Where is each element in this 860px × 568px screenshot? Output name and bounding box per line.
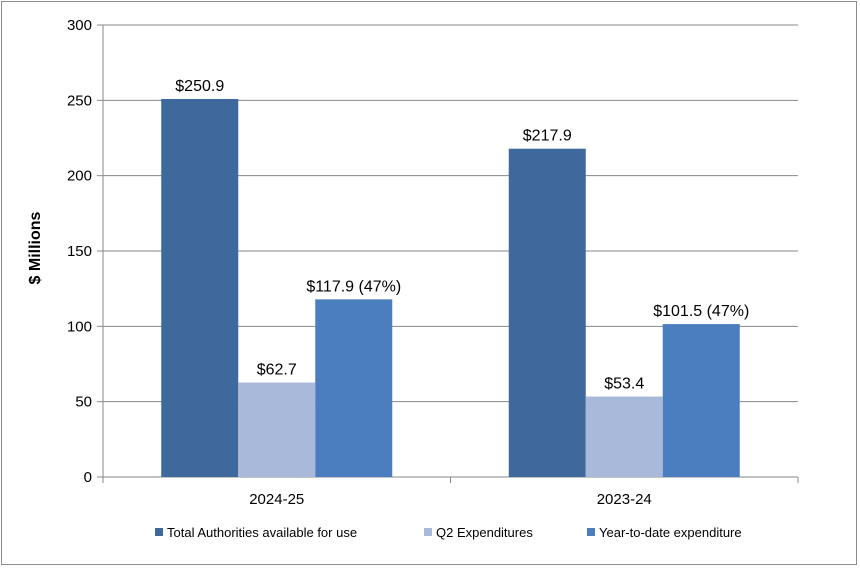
y-axis-title: $ Millions [27,211,44,284]
x-category-label: 2023-24 [597,491,652,508]
legend-item: Total Authorities available for use [155,525,357,540]
legend: Total Authorities available for use Q2 Ex… [155,525,742,540]
y-tick-label: 50 [75,394,92,411]
legend-swatch [424,528,432,536]
x-category-label: 2024-25 [249,491,304,508]
data-labels: $250.9 $62.7 $117.9 (47%) $217.9 $53.4 $101.5… [175,78,749,393]
data-label: $62.7 [257,362,297,379]
data-label: $250.9 [175,78,224,95]
legend-swatch [587,528,595,536]
bars [161,98,740,478]
y-tick-label: 150 [67,243,92,260]
axes: 0 50 100 150 200 250 300 2024-25 2023-24 [67,17,799,508]
bar [238,382,316,477]
y-tick-label: 200 [67,168,92,185]
bar [585,396,663,477]
legend-item: Year-to-date expenditure [587,525,742,540]
legend-label: Q2 Expenditures [436,525,533,540]
data-label: $53.4 [604,376,644,393]
legend-label: Total Authorities available for use [167,525,357,540]
data-label: $217.9 [523,128,572,145]
data-label: $117.9 (47%) [306,278,401,295]
bar [161,98,239,478]
legend-item: Q2 Expenditures [424,525,533,540]
bar [662,324,740,477]
bar [508,148,586,477]
y-tick-label: 250 [67,92,92,109]
y-tick-label: 100 [67,318,92,335]
legend-swatch [155,528,163,536]
y-tick-label: 0 [84,469,92,486]
legend-label: Year-to-date expenditure [599,525,742,540]
y-tick-label: 300 [67,17,92,34]
bar [315,299,393,477]
data-label: $101.5 (47%) [653,303,749,320]
